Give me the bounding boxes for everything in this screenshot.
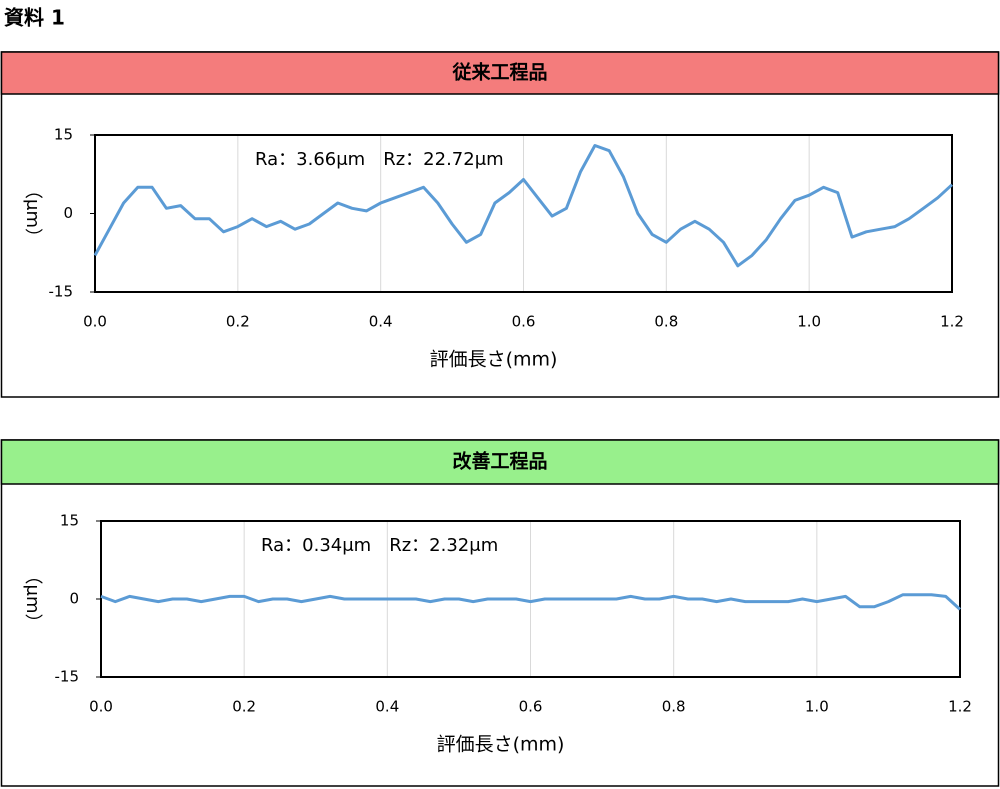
- y-tick-label: 0: [69, 590, 79, 608]
- y-tick-label: 15: [60, 512, 79, 530]
- panel-title: 改善工程品: [452, 450, 547, 473]
- annotation: Ra：3.66μm Rz：22.72μm: [255, 149, 504, 170]
- x-tick-label: 0.0: [89, 698, 113, 716]
- y-axis-label: （μm）: [22, 181, 43, 246]
- y-tick-label: -15: [55, 668, 80, 686]
- y-axis-label: （μm）: [22, 567, 43, 632]
- x-tick-label: 0.0: [83, 313, 107, 331]
- x-tick-label: 0.8: [654, 313, 678, 331]
- y-tick-label: 0: [63, 204, 73, 222]
- x-tick-label: 0.4: [369, 313, 393, 331]
- panel: [0, 51, 1000, 398]
- x-axis-label: 評価長さ(mm): [437, 734, 565, 756]
- x-tick-label: 0.4: [375, 698, 399, 716]
- x-tick-label: 0.6: [512, 313, 536, 331]
- plot-frame: [94, 134, 953, 293]
- profile-line: [93, 144, 954, 268]
- y-tick-label: -15: [49, 283, 74, 301]
- x-tick-label: 1.2: [948, 698, 972, 716]
- y-tick-label: 15: [54, 126, 73, 144]
- panel: [0, 439, 1000, 787]
- panel-title: 従来工程品: [451, 61, 547, 84]
- annotation: Ra：0.34μm Rz：2.32μm: [261, 535, 498, 556]
- x-tick-label: 1.0: [797, 313, 821, 331]
- x-axis-label: 評価長さ(mm): [430, 349, 558, 371]
- heading: 資料 1: [4, 6, 65, 30]
- plot-frame: [100, 520, 961, 678]
- x-tick-label: 1.0: [805, 698, 829, 716]
- x-tick-label: 0.2: [232, 698, 256, 716]
- panel-header: [0, 439, 1000, 485]
- x-tick-label: 0.2: [226, 313, 250, 331]
- x-tick-label: 0.8: [662, 698, 686, 716]
- x-tick-label: 0.6: [519, 698, 543, 716]
- panel-header: [0, 51, 1000, 95]
- profile-line: [100, 593, 962, 611]
- x-tick-label: 1.2: [940, 313, 964, 331]
